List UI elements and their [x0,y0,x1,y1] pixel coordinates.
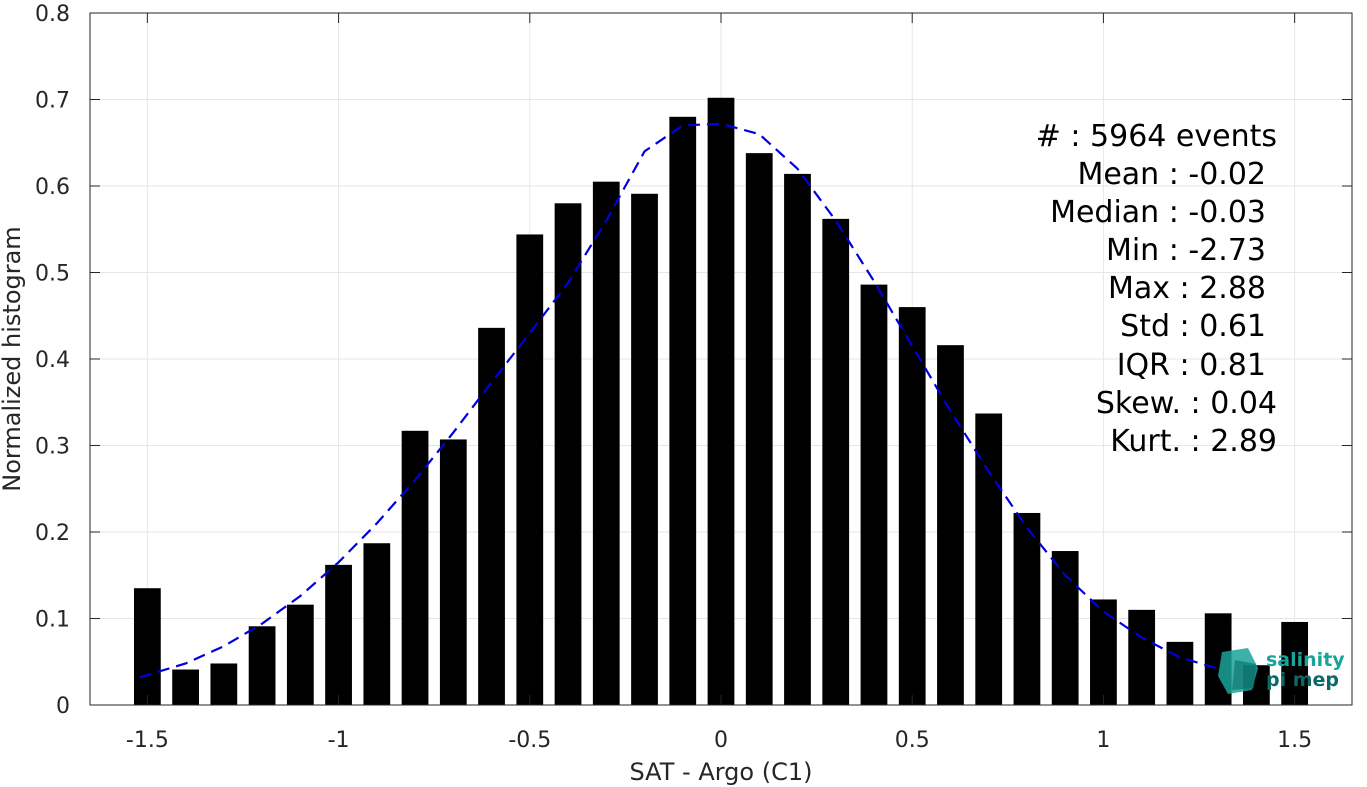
logo-text-bottom: pi mep [1266,669,1339,691]
histogram-bar [554,203,582,706]
y-tick-label: 0.5 [35,262,70,287]
histogram-bar [401,430,429,705]
histogram-bar [669,116,697,706]
x-tick-label: -1 [328,728,350,753]
histogram-bar [707,97,735,705]
x-axis-label: SAT - Argo (C1) [630,758,813,786]
histogram-bar [631,193,658,705]
y-tick-label: 0.7 [35,89,70,114]
histogram-bar [822,218,850,705]
histogram-bar [478,327,505,705]
stat-mean: Mean : -0.02 [1077,157,1266,192]
x-tick-label: 0.5 [895,728,930,753]
histogram-bar [439,439,467,705]
stat-skew: Skew. : 0.04 [1096,386,1277,421]
histogram-bar [1281,621,1309,705]
stat-std: Std : 0.61 [1120,309,1266,344]
normal-fit-curve [139,122,1219,679]
y-tick-label: 0.4 [35,348,70,373]
stat-max: Max : 2.88 [1108,271,1266,306]
y-axis-ticks: 0 0.1 0.2 0.3 0.4 0.5 0.6 0.7 0.8 [35,2,1352,719]
histogram-bar [172,669,199,705]
stat-median: Median : -0.03 [1050,195,1266,230]
histogram-bar [1013,512,1041,705]
histogram-bar [325,564,352,705]
stat-count: # : 5964 events [1036,119,1277,154]
x-tick-label: 0 [714,728,728,753]
x-tick-label: 1 [1096,728,1110,753]
histogram-bar [1128,609,1156,705]
histogram-bar [363,543,391,705]
histogram-bar [898,307,926,705]
histogram-bar [516,234,544,705]
stat-iqr: IQR : 0.81 [1117,348,1266,383]
salinity-pimep-logo: salinity pi mep [1218,648,1345,694]
histogram-bar [248,626,276,705]
histogram-bar [210,663,238,705]
y-tick-label: 0.3 [35,435,70,460]
logo-cube-shade-icon [1232,660,1256,690]
stat-kurt: Kurt. : 2.89 [1110,424,1277,459]
histogram-bar [784,173,811,705]
x-axis-ticks: -1.5 -1 -0.5 0 0.5 1 1.5 [126,13,1312,753]
y-tick-label: 0 [56,694,70,719]
histogram-bar [1090,599,1117,705]
histogram-bar [286,604,314,705]
stat-min: Min : -2.73 [1106,233,1266,268]
y-tick-label: 0.1 [35,608,70,633]
y-tick-label: 0.8 [35,2,70,27]
statistics-box: # : 5964 events Mean : -0.02 Median : -0… [1036,119,1277,459]
y-axis-label: Normalized histogram [0,226,26,491]
histogram-bar [133,588,161,705]
histogram-bar [937,345,964,705]
histogram-bar [745,153,773,705]
histogram-bar [592,181,620,706]
histogram-bars [133,97,1309,706]
x-tick-label: -0.5 [508,728,551,753]
histogram-bar [975,413,1003,705]
y-tick-label: 0.2 [35,521,70,546]
histogram-bar [860,284,888,705]
x-tick-label: -1.5 [126,728,169,753]
y-tick-label: 0.6 [35,175,70,200]
x-tick-label: 1.5 [1277,728,1312,753]
fit-curve-line [139,122,1219,679]
logo-text-top: salinity [1266,649,1345,671]
